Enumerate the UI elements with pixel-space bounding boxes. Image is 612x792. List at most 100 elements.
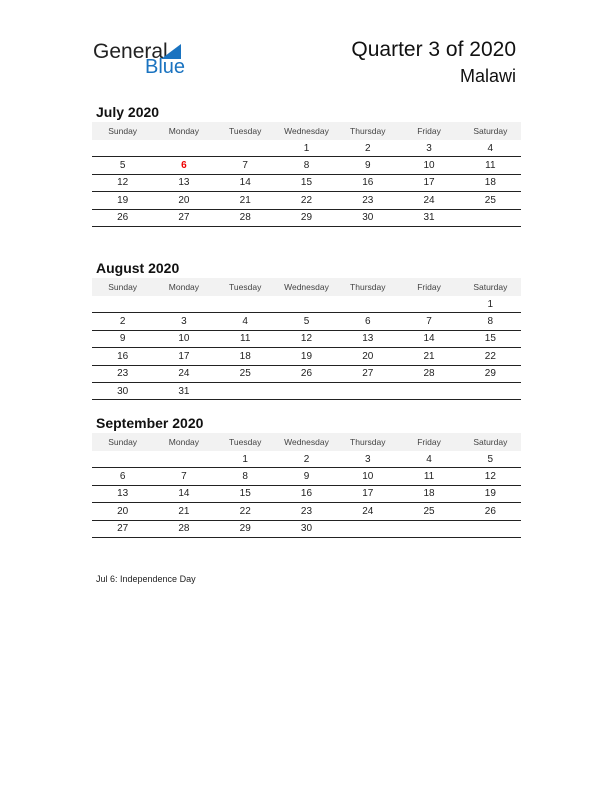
day-cell: 5 bbox=[303, 316, 310, 328]
day-cell: 16 bbox=[117, 350, 129, 362]
week-row: 5 6 7 8 9 10 11 bbox=[92, 157, 521, 175]
day-cell: 19 bbox=[117, 194, 129, 206]
day-cell: 23 bbox=[300, 505, 313, 517]
day-cell: 29 bbox=[300, 212, 313, 224]
weekday-label: Friday bbox=[417, 282, 441, 292]
week-row: 6 7 8 9 10 11 12 bbox=[92, 468, 521, 486]
day-cell: 8 bbox=[303, 160, 310, 172]
day-cell: 16 bbox=[362, 177, 374, 189]
day-cell: 1 bbox=[303, 142, 310, 154]
day-cell: 25 bbox=[239, 368, 251, 380]
day-cell: 15 bbox=[300, 177, 313, 189]
day-cell: 14 bbox=[178, 488, 190, 500]
month-title: September 2020 bbox=[96, 415, 204, 431]
day-cell: 24 bbox=[423, 194, 435, 206]
day-cell: 20 bbox=[362, 350, 374, 362]
day-cell: 26 bbox=[484, 505, 496, 517]
day-cell: 28 bbox=[423, 368, 435, 380]
week-row: 1 bbox=[92, 296, 521, 314]
logo-triangle-icon bbox=[161, 44, 181, 59]
weekday-label: Friday bbox=[417, 437, 441, 447]
day-cell: 2 bbox=[119, 316, 126, 328]
page-title: Quarter 3 of 2020 bbox=[351, 38, 516, 61]
day-cell: 5 bbox=[487, 453, 494, 465]
day-cell: 7 bbox=[242, 160, 248, 172]
week-row: 26 27 28 29 30 31 bbox=[92, 210, 521, 227]
day-cell: 4 bbox=[426, 453, 432, 465]
day-cell: 12 bbox=[117, 177, 129, 189]
week-row: 1 2 3 4 5 bbox=[92, 451, 521, 469]
weekday-label: Tuesday bbox=[229, 437, 262, 447]
weekday-label: Monday bbox=[168, 126, 200, 136]
week-row: 16 17 18 19 20 21 22 bbox=[92, 348, 521, 366]
day-cell: 19 bbox=[484, 488, 496, 500]
logo: General Blue bbox=[93, 40, 193, 80]
weekday-label: Sunday bbox=[108, 282, 138, 292]
week-row: 13 14 15 16 17 18 19 bbox=[92, 486, 521, 504]
month-title: July 2020 bbox=[96, 104, 160, 120]
day-cell: 11 bbox=[423, 471, 435, 483]
day-cell: 3 bbox=[364, 453, 371, 465]
day-cell: 11 bbox=[240, 333, 251, 345]
day-cell: 13 bbox=[178, 177, 190, 189]
weekday-label: Thursday bbox=[350, 437, 386, 447]
day-cell: 15 bbox=[239, 488, 251, 500]
day-cell: 29 bbox=[484, 368, 496, 380]
day-cell: 10 bbox=[362, 471, 374, 483]
week-row: 23 24 25 26 27 28 29 bbox=[92, 366, 521, 383]
day-cell: 21 bbox=[423, 350, 435, 362]
weekday-label: Tuesday bbox=[229, 126, 262, 136]
weekday-label: Wednesday bbox=[284, 282, 329, 292]
week-row: 1 2 3 4 bbox=[92, 140, 521, 158]
weekday-label: Sunday bbox=[108, 126, 138, 136]
weekday-label: Saturday bbox=[473, 126, 508, 136]
week-row: 2 3 4 5 6 7 8 bbox=[92, 313, 521, 331]
day-cell: 31 bbox=[178, 385, 190, 397]
day-cell: 27 bbox=[117, 523, 129, 535]
month-calendar: September 2020 Sunday Monday Tuesday Wednesd… bbox=[92, 415, 521, 538]
day-cell: 28 bbox=[239, 212, 251, 224]
day-cell: 15 bbox=[484, 333, 496, 345]
weekday-label: Saturday bbox=[473, 437, 508, 447]
day-cell: 26 bbox=[117, 212, 129, 224]
day-cell: 6 bbox=[364, 316, 371, 328]
day-cell: 27 bbox=[178, 212, 190, 224]
weekday-label: Wednesday bbox=[284, 126, 329, 136]
day-cell: 24 bbox=[178, 368, 190, 380]
day-cell: 30 bbox=[300, 523, 313, 535]
country-name: Malawi bbox=[459, 66, 516, 86]
week-row: 12 13 14 15 16 17 18 bbox=[92, 175, 521, 193]
day-cell: 19 bbox=[300, 350, 313, 362]
day-cell: 10 bbox=[423, 160, 435, 172]
day-cell: 13 bbox=[362, 333, 374, 345]
weekday-label: Wednesday bbox=[284, 437, 329, 447]
day-cell: 30 bbox=[362, 212, 374, 224]
day-cell: 22 bbox=[239, 505, 251, 517]
weekday-label: Sunday bbox=[108, 437, 138, 447]
day-cell: 17 bbox=[178, 350, 190, 362]
weekday-label: Saturday bbox=[473, 282, 508, 292]
day-cell: 5 bbox=[119, 160, 126, 172]
day-cell: 14 bbox=[239, 177, 251, 189]
week-row: 19 20 21 22 23 24 25 bbox=[92, 192, 521, 210]
day-cell: 21 bbox=[239, 194, 251, 206]
day-cell: 3 bbox=[426, 142, 432, 154]
weekday-header: Sunday Monday Tuesday Wednesday Thursday Frid… bbox=[92, 122, 521, 140]
day-cell: 9 bbox=[119, 333, 126, 345]
weekday-label: Monday bbox=[168, 437, 200, 447]
day-cell: 17 bbox=[362, 488, 374, 500]
day-cell: 11 bbox=[485, 160, 496, 172]
day-cell: 8 bbox=[242, 471, 248, 483]
day-cell: 29 bbox=[239, 523, 251, 535]
day-cell: 17 bbox=[423, 177, 435, 189]
day-cell: 18 bbox=[239, 350, 251, 362]
day-cell: 18 bbox=[423, 488, 435, 500]
day-cell: 8 bbox=[487, 316, 494, 328]
day-cell: 31 bbox=[423, 212, 435, 224]
weekday-label: Monday bbox=[168, 282, 200, 292]
day-cell: 24 bbox=[362, 505, 374, 517]
day-cell: 23 bbox=[362, 194, 374, 206]
day-cell: 30 bbox=[117, 385, 129, 397]
day-cell: 6 bbox=[119, 471, 126, 483]
week-row: 20 21 22 23 24 25 26 bbox=[92, 503, 521, 521]
